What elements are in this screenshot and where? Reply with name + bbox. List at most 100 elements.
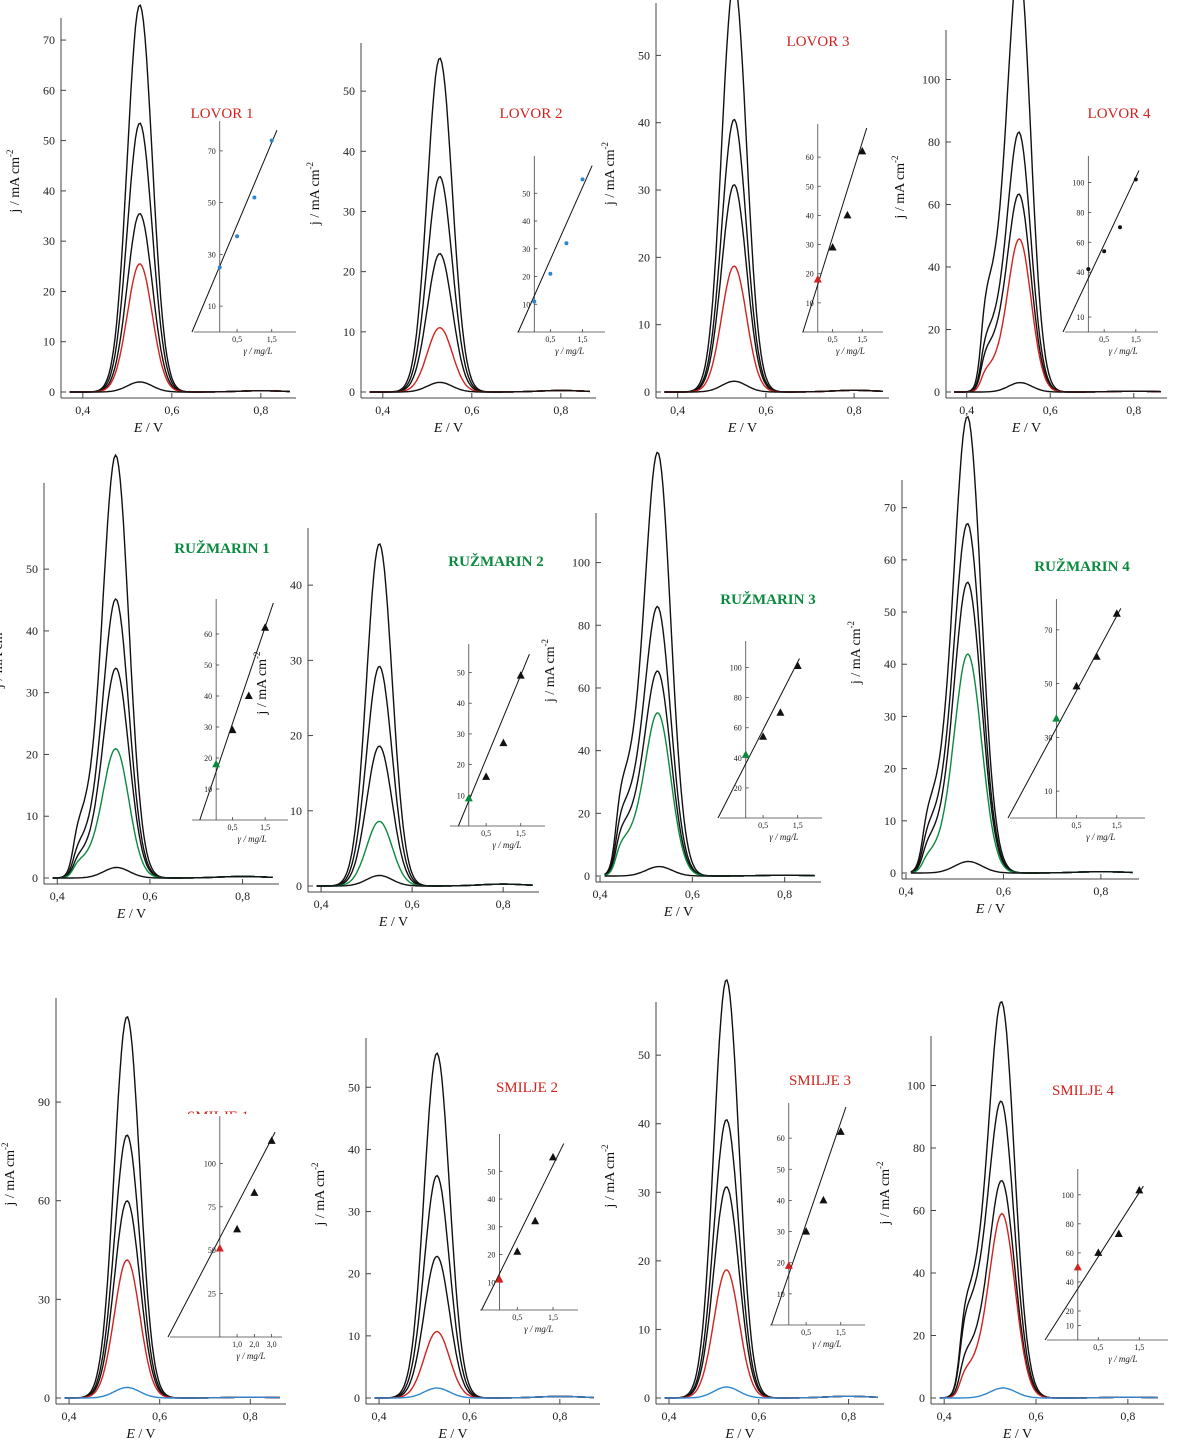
inset-data-point — [495, 1274, 504, 1283]
inset-data-point — [1052, 714, 1061, 722]
inset-x-axis-label: γ / mg/L — [769, 832, 798, 842]
inset-y-tick-label: 30 — [806, 241, 814, 250]
y-tick-label: 30 — [26, 686, 38, 700]
inset-fit-line — [191, 129, 278, 333]
voltammogram-curve — [369, 381, 590, 393]
y-tick-label: 50 — [638, 48, 650, 62]
inset-x-axis-label: γ / mg/L — [524, 1324, 553, 1334]
x-tick-label: 0,6 — [1043, 403, 1058, 417]
y-axis-label: j / mA cm-2 — [5, 149, 23, 213]
inset-x-axis-label: γ / mg/L — [492, 840, 521, 850]
x-axis-label: E / V — [433, 421, 463, 436]
inset-y-tick-label: 10 — [204, 785, 212, 794]
inset-data-point — [217, 265, 222, 270]
inset-fit-line — [199, 602, 274, 821]
inset-x-tick-label: 0,5 — [512, 1313, 522, 1322]
y-tick-label: 40 — [638, 116, 650, 130]
inset-x-tick-label: 0,5 — [758, 821, 768, 830]
inset-y-tick-label: 50 — [777, 1165, 785, 1174]
y-axis-label-superscript: -2 — [0, 1142, 10, 1150]
chart-title: RUŽMARIN 1 — [174, 540, 269, 557]
y-tick-label: 50 — [638, 1048, 650, 1062]
inset-x-tick-label: 0,5 — [1093, 1343, 1103, 1352]
chart-title: LOVOR 3 — [787, 34, 850, 50]
y-tick-label: 60 — [43, 83, 55, 97]
y-axis-label-text: j / mA cm — [8, 157, 23, 214]
x-tick-label: 0,6 — [996, 884, 1011, 898]
inset-x-tick-label: 1,5 — [1134, 1343, 1144, 1352]
inset-x-axis-label: γ / mg/L — [1108, 1354, 1137, 1364]
y-tick-label: 30 — [343, 204, 355, 218]
inset-y-tick-label: 10 — [777, 1290, 785, 1299]
inset-y-tick-label: 40 — [1076, 268, 1084, 277]
inset-y-tick-label: 10 — [806, 299, 814, 308]
inset-x-tick-label: 1,5 — [548, 1313, 558, 1322]
inset-y-tick-label: 20 — [734, 784, 742, 793]
y-axis-label: j / mA cm-2 — [305, 162, 323, 226]
inset-x-axis-label: γ / mg/L — [1086, 832, 1115, 842]
x-axis-label: E / V — [975, 902, 1005, 917]
y-tick-label: 20 — [884, 762, 896, 776]
x-tick-label: 0,6 — [464, 403, 479, 417]
inset-data-point — [513, 1247, 522, 1255]
inset-y-tick-label: 60 — [734, 724, 742, 733]
y-tick-label: 60 — [884, 553, 896, 567]
inset-x-tick-label: 1,5 — [1131, 335, 1141, 344]
inset-y-tick-label: 20 — [522, 273, 530, 282]
inset-y-tick-label: 30 — [487, 1223, 495, 1232]
inset-y-tick-label: 100 — [730, 664, 742, 673]
inset-y-tick-label: 40 — [734, 754, 742, 763]
inset-background — [1045, 1167, 1168, 1340]
inset-y-tick-label: 20 — [204, 754, 212, 763]
y-axis-label-text: j / mA cm — [308, 169, 323, 226]
inset-y-tick-label: 80 — [734, 694, 742, 703]
inset-x-axis-label: γ / mg/L — [238, 834, 267, 844]
y-tick-label: 10 — [343, 325, 355, 339]
y-tick-label: 50 — [43, 134, 55, 148]
y-tick-label: 10 — [884, 814, 896, 828]
x-tick-label: 0,8 — [1093, 884, 1108, 898]
x-tick-label: 0,4 — [670, 403, 685, 417]
x-tick-label: 0,6 — [152, 1409, 167, 1423]
x-tick-label: 0,4 — [375, 403, 390, 417]
x-axis-label-symbol: E — [1011, 421, 1021, 436]
y-tick-label: 80 — [578, 618, 590, 632]
y-axis-label-superscript: -2 — [305, 162, 315, 170]
inset-data-point — [1072, 681, 1081, 690]
inset-data-point — [759, 732, 768, 740]
x-tick-label: 0,6 — [164, 403, 179, 417]
y-tick-label: 30 — [884, 709, 896, 723]
inset-y-tick-label: 40 — [522, 217, 530, 226]
inset-y-tick-label: 50 — [1044, 680, 1052, 689]
inset-y-tick-label: 100 — [1072, 178, 1084, 187]
x-axis-label: E / V — [437, 1427, 467, 1442]
y-tick-label: 60 — [578, 681, 590, 695]
x-axis-label-unit: / V — [142, 421, 163, 436]
inset-x-tick-label: 1,5 — [836, 1328, 846, 1337]
x-axis-label: E / V — [727, 421, 757, 436]
inset-y-tick-label: 20 — [487, 1251, 495, 1260]
inset-background — [1008, 597, 1145, 818]
x-tick-label: 0,4 — [372, 1409, 387, 1423]
inset-y-tick-label: 60 — [204, 630, 212, 639]
y-axis-label-text: j / mA cm — [603, 1152, 618, 1209]
inset-plot: 10 20 30 40 50 0,5 1,5 γ / mg/L — [478, 1132, 578, 1334]
inset-data-point — [580, 177, 585, 182]
x-axis-label-symbol: E — [116, 907, 126, 922]
inset-y-tick-label: 50 — [208, 199, 216, 208]
y-axis-label-text: j / mA cm — [0, 632, 6, 689]
inset-plot: 10 20 30 40 50 60 0,5 1,5 γ / mg/L — [800, 122, 883, 356]
y-tick-label: 70 — [43, 33, 55, 47]
inset-y-tick-label: 10 — [522, 300, 530, 309]
y-axis-label: j / mA cm-2 — [310, 1162, 328, 1226]
x-axis-label-symbol: E — [727, 421, 737, 436]
voltammogram-curve — [604, 865, 815, 877]
inset-y-tick-label: 10 — [487, 1278, 495, 1287]
inset-x-tick-label: 1,5 — [267, 335, 277, 344]
inset-y-tick-label: 30 — [777, 1228, 785, 1237]
x-axis-label-symbol: E — [437, 1427, 447, 1442]
chart-panel: 0 20 40 60 80 100 0,4 0,6 0,8 E / V j / mA cm-2 SMI… — [875, 1001, 1168, 1442]
